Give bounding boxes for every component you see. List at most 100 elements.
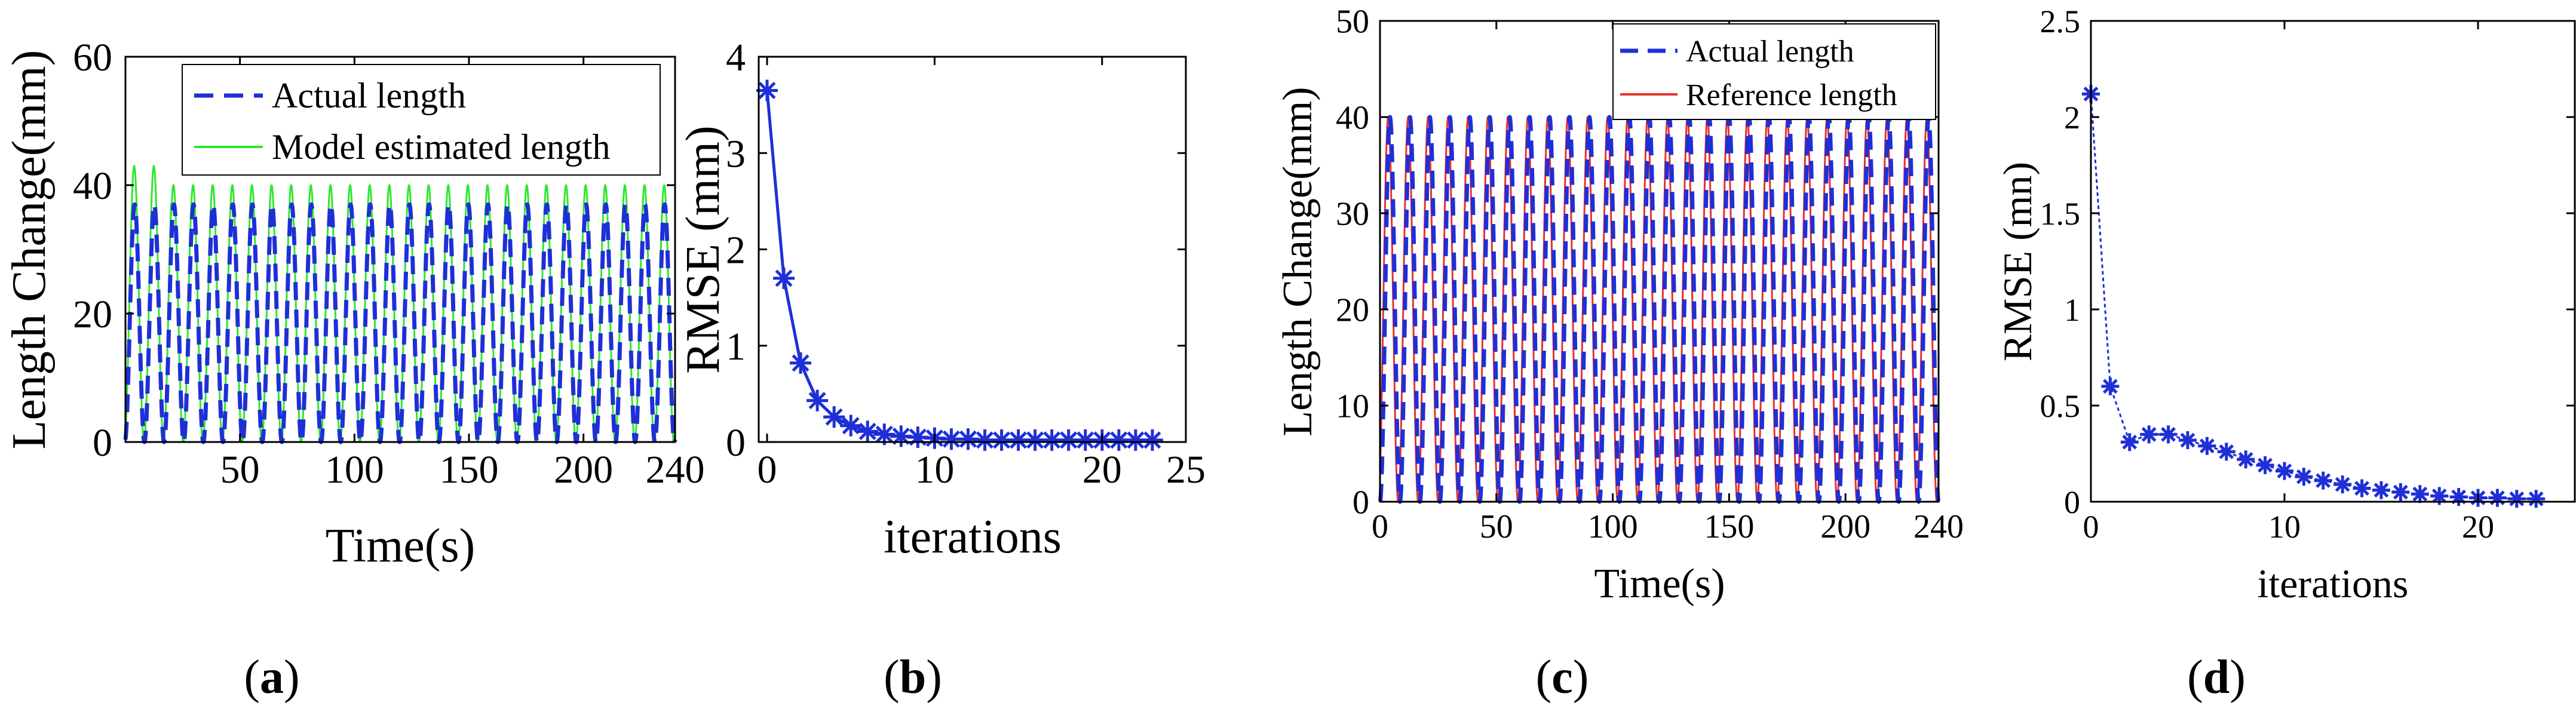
chart-b-series-layer bbox=[756, 79, 1163, 451]
chart-c-ticks bbox=[1379, 20, 1940, 503]
chart-d-point bbox=[2198, 437, 2216, 455]
chart-a-xlabel: Time(s) bbox=[326, 520, 475, 572]
chart-c-xtick-label: 200 bbox=[1820, 508, 1870, 545]
chart-b-point bbox=[790, 352, 812, 374]
chart-c-ytick-label: 30 bbox=[1336, 196, 1369, 233]
chart-a-xtick-label: 150 bbox=[440, 448, 499, 492]
chart-b-point bbox=[1024, 429, 1046, 451]
chart-a-tick-labels: 50 100 150 200 240 0 20 40 60 bbox=[73, 36, 705, 492]
chart-c-ytick-label: 50 bbox=[1336, 4, 1369, 41]
chart-b-xlabel: iterations bbox=[884, 511, 1062, 563]
chart-d-ytick-label: 2.5 bbox=[2040, 4, 2081, 39]
chart-c-xtick-label: 50 bbox=[1480, 508, 1513, 545]
chart-d-ytick-label: 2 bbox=[2064, 100, 2080, 136]
chart-c-xlabel: Time(s) bbox=[1594, 561, 1725, 607]
chart-c-legend: Actual length Reference length bbox=[1612, 23, 1936, 120]
chart-b-point bbox=[1108, 429, 1130, 451]
chart-c-xtick-label: 240 bbox=[1913, 508, 1964, 545]
chart-a-legend: Actual length Model estimated length bbox=[182, 64, 661, 176]
chart-c-xtick-label: 150 bbox=[1704, 508, 1754, 545]
chart-c-legend-label-actual: Actual length bbox=[1686, 35, 1854, 69]
chart-a-series-layer bbox=[123, 165, 677, 444]
chart-c-ytick-label: 10 bbox=[1336, 388, 1369, 425]
chart-a-xtick-label: 240 bbox=[646, 448, 705, 492]
chart-d-point bbox=[2120, 433, 2139, 452]
panel-label-b: (b) bbox=[884, 651, 942, 704]
chart-d-ytick-label: 1.5 bbox=[2040, 196, 2081, 232]
chart-b-xtick-label: 0 bbox=[758, 448, 777, 492]
chart-c-legend-label-reference: Reference length bbox=[1686, 78, 1897, 112]
chart-d-xtick-label: 20 bbox=[2462, 509, 2494, 545]
chart-c-ytick-label: 40 bbox=[1336, 100, 1369, 137]
chart-d-xtick-label: 0 bbox=[2083, 509, 2099, 545]
chart-d-ytick-label: 0 bbox=[2064, 484, 2080, 520]
chart-d-ytick-label: 0.5 bbox=[2040, 388, 2081, 424]
chart-c-tick-labels: 0 50 100 150 200 240 0 10 20 30 40 50 bbox=[1336, 4, 1964, 545]
chart-d-point bbox=[2527, 490, 2546, 508]
chart-d-point bbox=[2372, 481, 2390, 499]
chart-a-legend-box bbox=[182, 64, 661, 176]
chart-d-point bbox=[2101, 377, 2120, 395]
panel-label-a: (a) bbox=[244, 651, 299, 704]
chart-d-series-layer bbox=[2082, 85, 2546, 508]
chart-c-axes-box bbox=[1379, 20, 1940, 503]
chart-a-ticks bbox=[125, 56, 676, 443]
chart-d-tick-labels: 0 10 20 0 0.5 1 1.5 2 2.5 bbox=[2040, 4, 2495, 545]
chart-b-xtick-label: 20 bbox=[1082, 448, 1122, 492]
chart-d-ylabel: RMSE (mn) bbox=[1995, 162, 2040, 361]
chart-b-tick-labels: 0 10 20 25 0 1 2 3 4 bbox=[726, 36, 1206, 492]
chart-a-xtick-label: 50 bbox=[220, 448, 260, 492]
chart-d-point bbox=[2159, 425, 2178, 444]
chart-a-xtick-label: 200 bbox=[554, 448, 613, 492]
chart-d-point bbox=[2276, 462, 2293, 480]
chart-d-point bbox=[2391, 483, 2410, 501]
chart-d-point bbox=[2314, 471, 2332, 490]
chart-a-ylabel: Length Change(mm) bbox=[3, 50, 56, 450]
chart-d: 0 10 20 0 0.5 1 1.5 2 2.5 iterations RMSE (mn) bbox=[1995, 4, 2576, 606]
chart-a-legend-label-model: Model estimated length bbox=[272, 127, 611, 167]
chart-d-xlabel: iterations bbox=[2257, 561, 2408, 606]
chart-b-ylabel: RMSE (mm) bbox=[677, 125, 729, 374]
chart-b-point bbox=[957, 428, 979, 450]
chart-a-ytick-label: 40 bbox=[73, 164, 112, 208]
chart-a-legend-label-actual: Actual length bbox=[272, 76, 466, 115]
chart-d-point bbox=[2179, 431, 2197, 449]
chart-b-ytick-label: 3 bbox=[726, 132, 746, 176]
chart-a-axes-box bbox=[124, 56, 676, 443]
chart-d-point bbox=[2507, 490, 2526, 508]
chart-a-series-0-line bbox=[123, 202, 677, 444]
chart-c-xtick-label: 0 bbox=[1372, 508, 1388, 545]
chart-b-point bbox=[840, 415, 862, 437]
chart-b-ytick-label: 2 bbox=[726, 229, 746, 272]
chart-d-point bbox=[2217, 443, 2235, 461]
chart-d-point bbox=[2140, 425, 2158, 444]
chart-d-xtick-label: 10 bbox=[2268, 509, 2301, 545]
panel-label-c: (c) bbox=[1536, 651, 1589, 704]
chart-b-point bbox=[857, 421, 879, 443]
chart-c-ytick-label: 20 bbox=[1336, 292, 1369, 329]
chart-a-ytick-label: 60 bbox=[73, 36, 112, 79]
chart-c-legend-box bbox=[1612, 23, 1936, 120]
chart-c-ylabel: Length Change(mm) bbox=[1275, 87, 1321, 436]
chart-d-point bbox=[2353, 479, 2371, 498]
chart-b-point bbox=[1141, 429, 1163, 451]
chart-d-ytick-label: 1 bbox=[2064, 292, 2080, 328]
chart-d-point bbox=[2488, 489, 2507, 507]
chart-b-ytick-label: 4 bbox=[726, 36, 746, 79]
chart-d-point bbox=[2295, 468, 2313, 486]
chart-a-ytick-label: 20 bbox=[73, 293, 112, 336]
chart-d-background bbox=[2091, 21, 2575, 502]
chart-b-point bbox=[756, 79, 778, 102]
chart-d-point bbox=[2333, 475, 2352, 494]
chart-c: 0 50 100 150 200 240 0 10 20 30 40 50 Time(s) Lengt… bbox=[1275, 4, 1964, 607]
chart-a: 50 100 150 200 240 0 20 40 60 Time(s) Length Cha… bbox=[3, 36, 705, 572]
chart-b-xtick-label: 25 bbox=[1166, 448, 1206, 492]
chart-a-xtick-label: 100 bbox=[325, 448, 384, 492]
chart-b-point bbox=[823, 406, 845, 428]
panel-label-d: (d) bbox=[2187, 651, 2246, 704]
chart-d-point bbox=[2237, 450, 2255, 469]
chart-d-point bbox=[2449, 487, 2468, 506]
chart-b-background bbox=[759, 57, 1186, 442]
chart-d-ticks bbox=[2090, 20, 2575, 503]
